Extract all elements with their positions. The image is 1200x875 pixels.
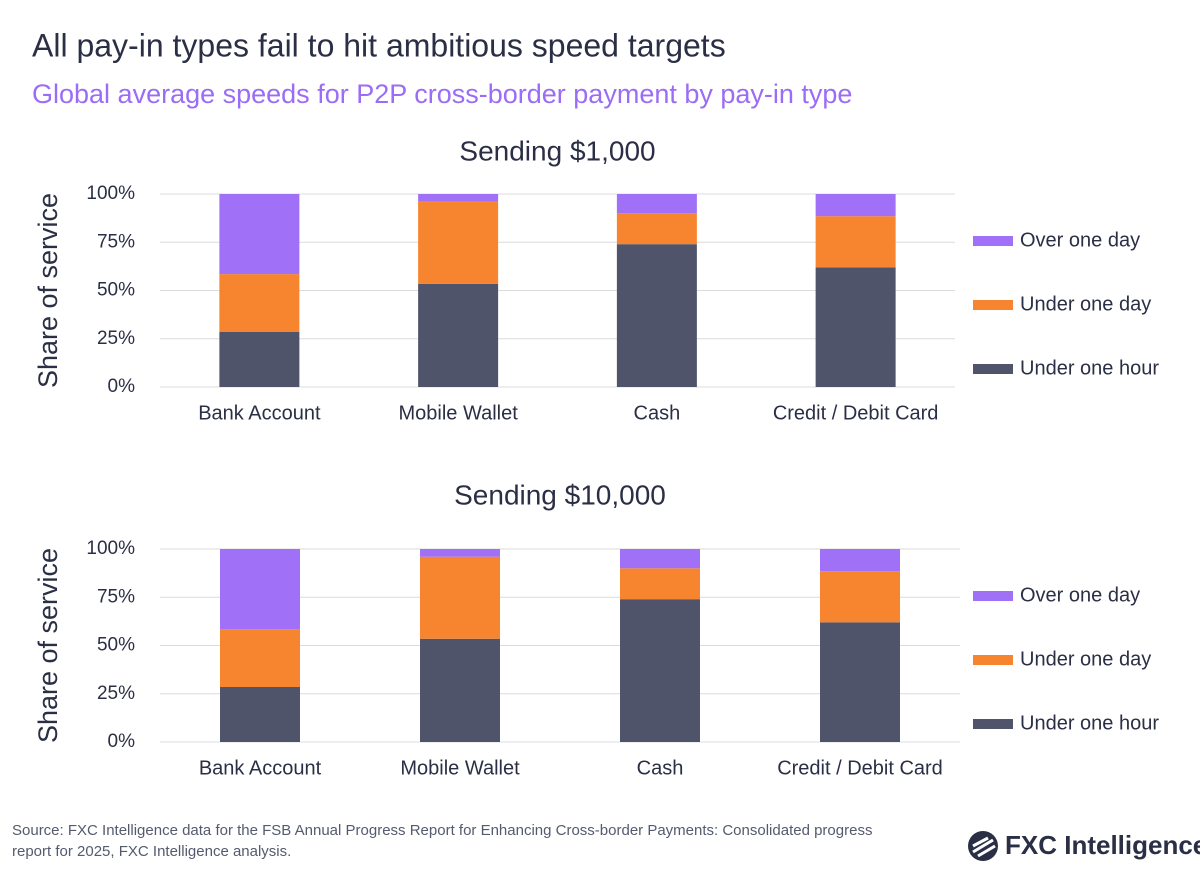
bar-segment [616, 244, 697, 387]
x-tick-label: Cash [634, 402, 681, 424]
y-tick-label: 0% [108, 731, 136, 752]
legend-swatch [973, 655, 1013, 665]
bar-segment [420, 638, 500, 742]
bar-segment [815, 267, 896, 387]
bar-segment [815, 194, 896, 217]
bar-segment [820, 549, 900, 572]
bar-segment [616, 194, 697, 214]
legend-label: Under one day [1020, 293, 1151, 315]
legend-swatch [973, 591, 1013, 601]
legend-swatch [973, 236, 1013, 246]
bar-segment [220, 686, 300, 742]
x-tick-label: Credit / Debit Card [777, 757, 943, 779]
y-tick-label: 75% [97, 231, 135, 252]
bar-segment [418, 194, 499, 202]
legend-swatch [973, 364, 1013, 374]
y-tick-label: 0% [108, 376, 136, 397]
y-axis-label: Share of service [33, 193, 63, 388]
logo-icon [968, 831, 998, 861]
y-axis-label: Share of service [33, 548, 63, 743]
y-tick-label: 50% [97, 280, 135, 301]
page-subtitle: Global average speeds for P2P cross-bord… [32, 79, 852, 109]
bar-segment [219, 274, 300, 332]
bar-segment [620, 599, 700, 742]
legend-label: Under one day [1020, 648, 1151, 670]
legend-label: Over one day [1020, 584, 1140, 606]
x-tick-label: Mobile Wallet [400, 757, 520, 779]
bar-segment [616, 213, 697, 245]
page-title: All pay-in types fail to hit ambitious s… [32, 27, 726, 63]
y-tick-label: 75% [97, 586, 135, 607]
bar-segment [220, 549, 300, 630]
y-tick-label: 25% [97, 683, 135, 704]
bar-segment [219, 194, 300, 275]
y-tick-label: 100% [86, 538, 135, 559]
bar-segment [418, 283, 499, 387]
x-tick-label: Credit / Debit Card [773, 402, 939, 424]
y-tick-label: 25% [97, 328, 135, 349]
logo-text: FXC Intelligence [1005, 830, 1200, 860]
chart-title: Sending $10,000 [454, 479, 666, 510]
x-tick-label: Bank Account [198, 402, 321, 424]
legend-label: Over one day [1020, 229, 1140, 251]
legend-swatch [973, 300, 1013, 310]
chart-title: Sending $1,000 [459, 135, 655, 166]
bar-segment [420, 549, 500, 557]
bar-segment [815, 216, 896, 268]
y-tick-label: 100% [86, 183, 135, 204]
legend-swatch [973, 719, 1013, 729]
x-tick-label: Bank Account [199, 757, 322, 779]
bar-segment [420, 556, 500, 639]
x-tick-label: Cash [637, 757, 684, 779]
legend-label: Under one hour [1020, 712, 1159, 734]
bar-segment [820, 571, 900, 623]
x-tick-label: Mobile Wallet [398, 402, 518, 424]
y-tick-label: 50% [97, 635, 135, 656]
bar-segment [620, 549, 700, 569]
bar-segment [220, 629, 300, 687]
bar-segment [620, 568, 700, 600]
bar-segment [219, 331, 300, 387]
bar-segment [820, 622, 900, 742]
bar-segment [418, 201, 499, 284]
source-note: Source: FXC Intelligence data for the FS… [12, 822, 873, 860]
legend-label: Under one hour [1020, 357, 1159, 379]
